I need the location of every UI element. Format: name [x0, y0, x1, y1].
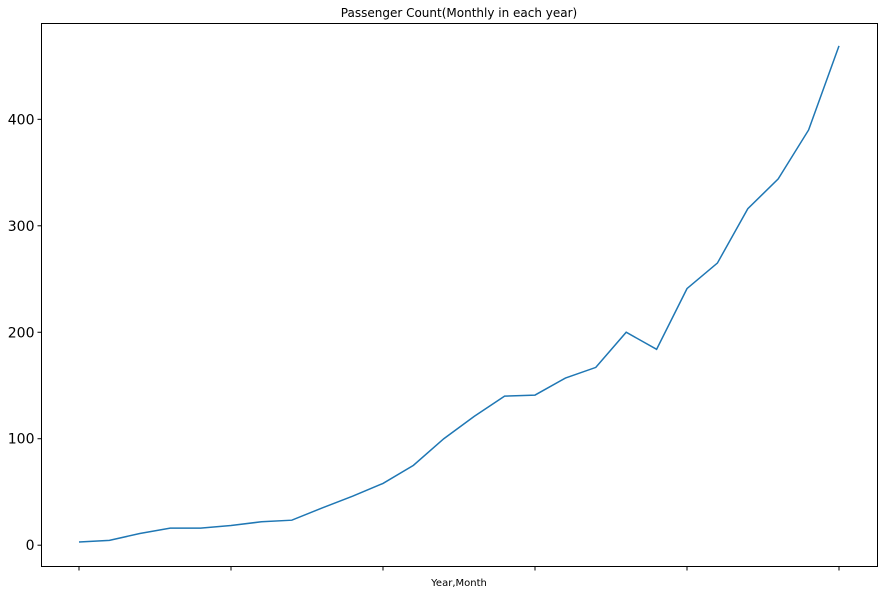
data-point: [78, 541, 80, 543]
data-point: [473, 415, 475, 417]
data-point: [108, 539, 110, 541]
plot-area-frame: [41, 23, 878, 567]
y-tick-label: 0: [26, 538, 35, 554]
data-point: [321, 507, 323, 509]
data-point: [443, 438, 445, 440]
series-points: [78, 45, 840, 543]
y-tick-label: 400: [8, 112, 35, 128]
data-point: [777, 178, 779, 180]
data-point: [412, 464, 414, 466]
data-point: [808, 129, 810, 131]
data-point: [200, 527, 202, 529]
x-axis-label: Year,Month: [430, 578, 487, 589]
data-point: [291, 519, 293, 521]
y-tick-label: 200: [8, 325, 35, 341]
data-point: [504, 395, 506, 397]
data-point: [139, 532, 141, 534]
data-point: [564, 377, 566, 379]
data-point: [747, 208, 749, 210]
chart-title: Passenger Count(Monthly in each year): [341, 6, 577, 20]
data-point: [838, 45, 840, 47]
data-point: [534, 394, 536, 396]
series-line: [78, 45, 840, 543]
data-point: [686, 288, 688, 290]
y-axis: 0 100 200 300 400: [8, 112, 42, 554]
data-point: [625, 331, 627, 333]
data-point: [260, 521, 262, 523]
y-tick-label: 100: [8, 432, 35, 448]
x-axis: [78, 566, 840, 571]
data-point: [716, 262, 718, 264]
data-point: [656, 348, 658, 350]
y-tick-label: 300: [8, 219, 35, 235]
data-point: [169, 527, 171, 529]
data-point: [382, 482, 384, 484]
data-point: [595, 366, 597, 368]
data-point: [352, 495, 354, 497]
data-point: [230, 525, 232, 527]
